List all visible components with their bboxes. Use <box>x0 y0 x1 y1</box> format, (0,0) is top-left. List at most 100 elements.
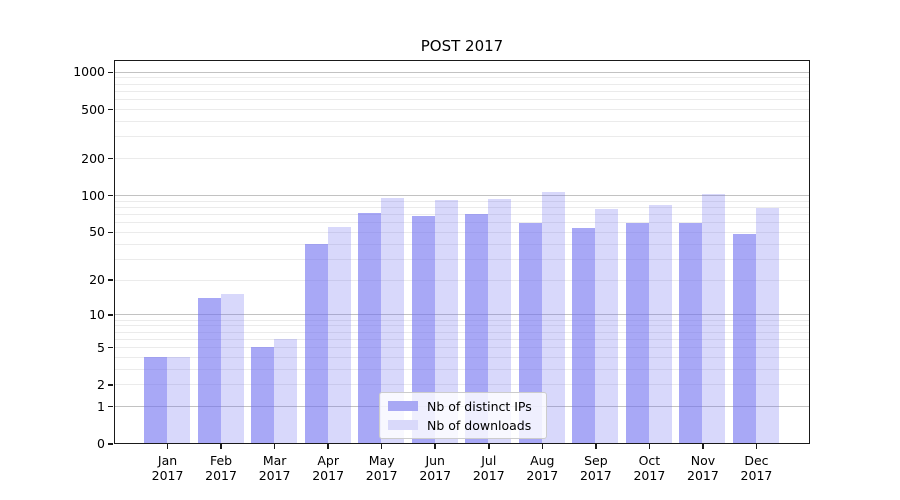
bar-distinct-ips <box>197 297 221 444</box>
y-tick-mark <box>108 71 113 74</box>
bar-downloads <box>595 209 619 444</box>
legend-label-downloads: Nb of downloads <box>427 417 532 433</box>
y-tick-label: 100 <box>81 187 105 203</box>
y-tick-mark <box>108 314 113 316</box>
minor-gridline <box>115 319 809 321</box>
bar-downloads <box>327 226 351 444</box>
minor-gridline <box>115 121 809 123</box>
x-tick-label: Sep 2017 <box>566 453 626 483</box>
y-tick-label: 0 <box>97 436 105 451</box>
x-tick-label: Apr 2017 <box>298 453 358 483</box>
legend-item-distinct-ips: Nb of distinct IPs <box>388 399 538 414</box>
x-tick-mark <box>166 444 169 449</box>
minor-gridline <box>115 109 809 111</box>
y-tick-mark <box>108 194 113 197</box>
x-tick-month: Jul <box>481 453 497 468</box>
minor-gridline <box>115 325 809 327</box>
x-tick-month: Aug <box>530 453 555 468</box>
major-gridline <box>115 71 809 73</box>
x-tick-mark <box>273 444 276 449</box>
y-tick-mark <box>108 157 113 160</box>
x-tick-mark <box>755 444 758 449</box>
y-tick-mark <box>108 346 113 349</box>
x-tick-label: Oct 2017 <box>619 453 679 483</box>
y-tick-label: 2 <box>97 376 105 392</box>
minor-gridline <box>115 331 809 333</box>
x-tick-month: Apr <box>317 453 339 468</box>
x-tick-label: Jul 2017 <box>459 453 519 483</box>
legend-label-distinct-ips: Nb of distinct IPs <box>427 398 532 414</box>
bar-distinct-ips <box>411 216 435 444</box>
bar-downloads <box>167 356 191 444</box>
minor-gridline <box>115 200 809 202</box>
bar-downloads <box>274 338 298 444</box>
x-tick-month: Dec <box>744 453 769 468</box>
bar-downloads <box>434 199 458 444</box>
x-tick-mark <box>220 444 222 449</box>
x-tick-year: 2017 <box>419 468 452 483</box>
minor-gridline <box>115 90 809 92</box>
legend: Nb of distinct IPs Nb of downloads <box>379 392 547 439</box>
x-tick-mark <box>702 444 704 449</box>
x-tick-year: 2017 <box>526 468 559 483</box>
y-tick-label: 20 <box>89 272 105 288</box>
legend-swatch-distinct-ips <box>388 401 418 411</box>
x-tick-mark <box>434 444 436 449</box>
x-tick-month: May <box>368 453 395 468</box>
bar-downloads <box>541 192 565 444</box>
plot-area: Nb of distinct IPs Nb of downloads <box>114 60 810 444</box>
minor-gridline <box>115 368 809 370</box>
x-tick-year: 2017 <box>740 468 773 483</box>
x-tick-label: Aug 2017 <box>512 453 572 483</box>
x-tick-mark <box>648 444 651 449</box>
x-tick-mark <box>380 444 383 449</box>
x-tick-month: Feb <box>209 453 233 468</box>
minor-gridline <box>115 384 809 386</box>
minor-gridline <box>115 99 809 101</box>
x-tick-label: Mar 2017 <box>245 453 305 483</box>
bar-distinct-ips <box>679 223 703 444</box>
chart-title: POST 2017 <box>420 37 504 55</box>
y-tick-mark <box>108 231 113 234</box>
minor-gridline <box>115 243 809 245</box>
x-tick-label: May 2017 <box>352 453 412 483</box>
minor-gridline <box>115 258 809 260</box>
minor-gridline <box>115 214 809 216</box>
bar-downloads <box>702 194 726 444</box>
x-tick-month: Mar <box>262 453 287 468</box>
minor-gridline <box>115 207 809 209</box>
minor-gridline <box>115 347 809 349</box>
y-tick-label: 200 <box>81 150 105 166</box>
x-tick-year: 2017 <box>312 468 345 483</box>
x-tick-label: Jun 2017 <box>405 453 465 483</box>
x-tick-year: 2017 <box>365 468 398 483</box>
bar-distinct-ips <box>304 243 328 444</box>
x-tick-mark <box>541 444 544 449</box>
minor-gridline <box>115 338 809 340</box>
legend-item-downloads: Nb of downloads <box>388 418 538 433</box>
x-tick-mark <box>488 444 490 449</box>
y-tick-label: 10 <box>89 306 105 322</box>
x-tick-month: Jan <box>157 453 178 468</box>
bar-downloads <box>488 199 512 444</box>
major-gridline <box>115 195 809 197</box>
x-tick-year: 2017 <box>151 468 184 483</box>
y-tick-label: 5 <box>97 339 105 355</box>
minor-gridline <box>115 136 809 138</box>
bar-distinct-ips <box>251 347 275 444</box>
x-tick-year: 2017 <box>633 468 666 483</box>
bar-downloads <box>648 205 672 444</box>
minor-gridline <box>115 222 809 224</box>
x-tick-year: 2017 <box>205 468 237 483</box>
x-tick-year: 2017 <box>687 468 719 483</box>
y-tick-label: 1000 <box>73 64 105 80</box>
y-tick-mark <box>108 279 113 281</box>
y-tick-mark <box>108 443 113 445</box>
bar-downloads <box>755 208 779 444</box>
x-tick-month: Nov <box>690 453 716 468</box>
legend-swatch-downloads <box>388 420 418 430</box>
y-tick-label: 50 <box>89 224 105 240</box>
x-tick-label: Dec 2017 <box>726 453 786 483</box>
minor-gridline <box>115 279 809 281</box>
